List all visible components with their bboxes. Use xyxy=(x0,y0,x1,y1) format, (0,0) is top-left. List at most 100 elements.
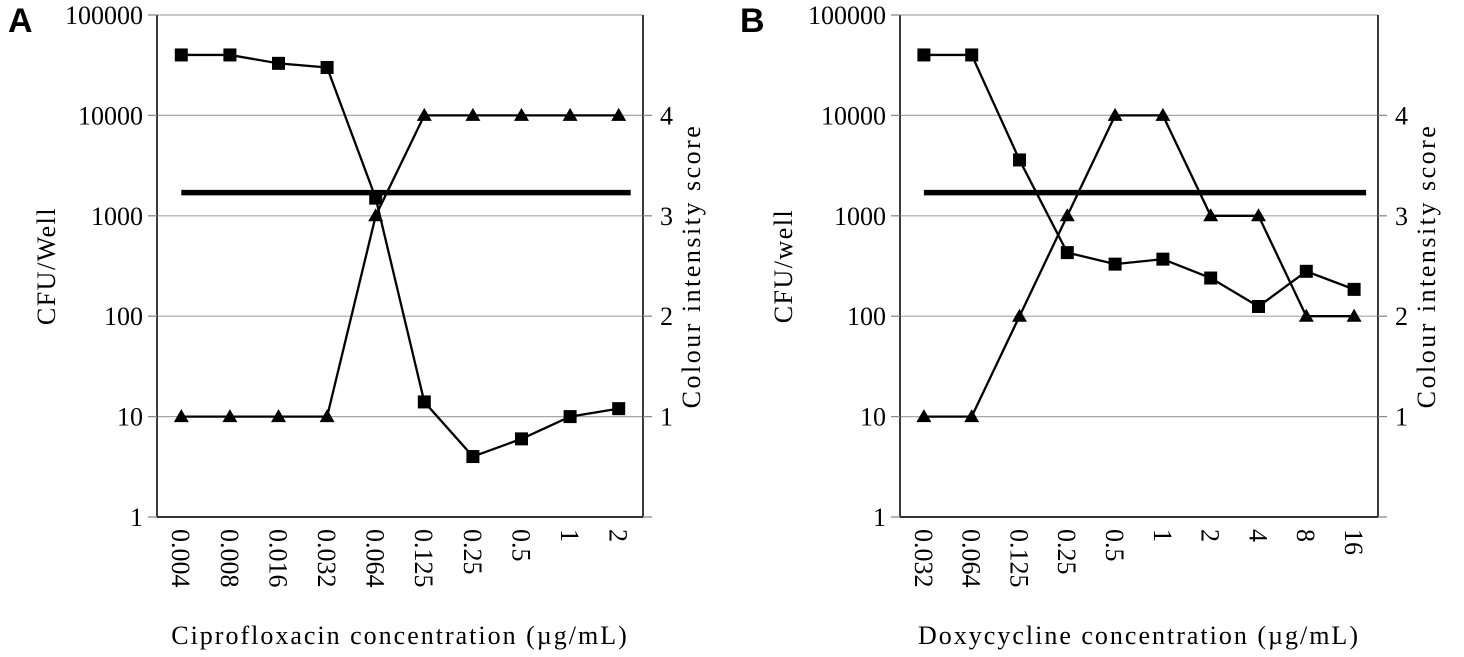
square-marker xyxy=(174,48,188,62)
x-axis-title: Ciprofloxacin concentration (µg/mL) xyxy=(171,621,629,650)
y-right-axis-title: Colour intensity score xyxy=(1412,124,1441,409)
square-marker xyxy=(272,56,285,70)
axis-ticks xyxy=(148,14,652,518)
x-tick-label: 2 xyxy=(604,529,633,542)
triangle-marker xyxy=(1059,208,1075,222)
triangle-marker xyxy=(222,409,238,423)
triangle-marker xyxy=(1346,308,1362,322)
y-left-axis-title: CFU/well xyxy=(769,209,798,324)
x-tick-label: 1 xyxy=(555,529,584,542)
panel-b: B 1 10 100 1000 10000 100000 1 2 3 4 0.032 0.064 0.1… xyxy=(732,0,1464,657)
x-tick-label: 0.016 xyxy=(263,529,292,588)
y-left-tick-label: 1 xyxy=(130,503,143,532)
y-left-tick-label: 100000 xyxy=(65,1,143,30)
triangle-marker xyxy=(271,409,286,423)
square-marker xyxy=(466,450,480,464)
y-left-tick-label: 10 xyxy=(860,403,886,432)
x-tick-label: 0.032 xyxy=(909,529,938,588)
x-tick-label: 0.5 xyxy=(1100,529,1129,562)
square-marker xyxy=(1252,299,1265,313)
triangle-marker xyxy=(1251,208,1266,222)
x-tick-label: 0.008 xyxy=(215,529,244,588)
x-tick-label: 4 xyxy=(1243,529,1272,542)
gridlines xyxy=(157,14,643,418)
y-right-tick-label: 2 xyxy=(660,302,673,331)
axes xyxy=(899,15,1379,518)
triangle-marker xyxy=(916,409,932,423)
square-marker xyxy=(1204,271,1218,285)
square-marker xyxy=(563,410,577,424)
y-right-tick-label: 4 xyxy=(1395,101,1408,130)
y-left-tick-label: 1000 xyxy=(91,202,143,231)
triangle-marker xyxy=(173,409,189,423)
x-tick-label: 8 xyxy=(1291,529,1320,542)
triangle-marker xyxy=(319,409,335,423)
square-marker xyxy=(417,395,431,409)
x-tick-label: 0.064 xyxy=(957,529,986,588)
y-left-tick-label: 10000 xyxy=(821,101,886,130)
gridlines xyxy=(900,14,1378,418)
x-tick-labels: 0.004 0.008 0.016 0.032 0.064 0.125 0.25 0.5 1 2 xyxy=(166,529,632,588)
x-tick-label: 0.5 xyxy=(506,529,535,562)
chart-b-svg: 1 10 100 1000 10000 100000 1 2 3 4 0.032 0.064 0.125… xyxy=(769,1,1441,650)
x-tick-label: 0.064 xyxy=(361,529,390,588)
y-left-axis-title: CFU/Well xyxy=(32,207,61,325)
triangle-marker xyxy=(465,107,481,121)
y-left-tick-label: 100 xyxy=(847,302,886,331)
triangle-marker xyxy=(514,107,529,121)
x-tick-label: 1 xyxy=(1148,529,1177,542)
chart-a-svg: 1 10 100 1000 10000 100000 1 2 3 4 0.004 0.008 0.016… xyxy=(32,1,706,650)
square-marker xyxy=(1060,246,1074,260)
y-left-tick-label: 1000 xyxy=(834,202,886,231)
square-marker xyxy=(320,60,334,74)
y-right-axis-title: Colour intensity score xyxy=(677,124,706,409)
triangle-marker xyxy=(562,107,578,121)
axis-ticks xyxy=(891,14,1387,518)
x-tick-label: 0.25 xyxy=(458,529,487,575)
x-tick-label: 16 xyxy=(1339,529,1368,555)
square-marker xyxy=(1299,264,1313,278)
y-left-tick-label: 10 xyxy=(117,403,143,432)
x-tick-label: 0.004 xyxy=(166,529,195,588)
x-tick-labels: 0.032 0.064 0.125 0.25 0.5 1 2 4 8 16 xyxy=(909,529,1368,588)
square-marker xyxy=(223,48,237,62)
cfu-series xyxy=(917,48,1361,313)
triangle-marker xyxy=(1203,208,1219,222)
square-marker xyxy=(917,48,931,62)
triangle-marker xyxy=(1298,308,1314,322)
square-marker xyxy=(369,191,383,205)
square-marker xyxy=(1108,257,1122,271)
x-tick-label: 0.125 xyxy=(409,529,438,588)
axes xyxy=(156,15,644,518)
y-right-tick-label: 3 xyxy=(660,202,673,231)
y-right-tick-labels: 1 2 3 4 xyxy=(660,101,673,431)
y-left-tick-label: 100000 xyxy=(808,1,886,30)
x-tick-label: 0.032 xyxy=(312,529,341,588)
cfu-series xyxy=(174,48,626,464)
square-marker xyxy=(1013,153,1026,167)
panel-b-label: B xyxy=(740,2,765,40)
y-left-tick-label: 100 xyxy=(104,302,143,331)
y-right-tick-label: 1 xyxy=(1395,403,1408,432)
y-left-tick-label: 10000 xyxy=(78,101,143,130)
panel-a-label: A xyxy=(8,2,33,40)
square-marker xyxy=(612,402,626,416)
triangle-marker xyxy=(611,107,627,121)
triangle-marker xyxy=(1107,107,1123,121)
x-tick-label: 2 xyxy=(1196,529,1225,542)
y-right-tick-labels: 1 2 3 4 xyxy=(1395,101,1408,431)
triangle-marker xyxy=(964,409,980,423)
score-series xyxy=(173,107,627,423)
triangle-marker xyxy=(416,107,432,121)
triangle-marker xyxy=(368,208,384,222)
y-right-tick-label: 1 xyxy=(660,403,673,432)
square-marker xyxy=(1347,282,1361,296)
y-right-tick-label: 3 xyxy=(1395,202,1408,231)
y-right-tick-label: 4 xyxy=(660,101,673,130)
x-tick-label: 0.125 xyxy=(1004,529,1033,588)
square-marker xyxy=(1156,252,1170,266)
square-marker xyxy=(515,432,528,446)
triangle-marker xyxy=(1012,308,1027,322)
square-marker xyxy=(965,48,979,62)
